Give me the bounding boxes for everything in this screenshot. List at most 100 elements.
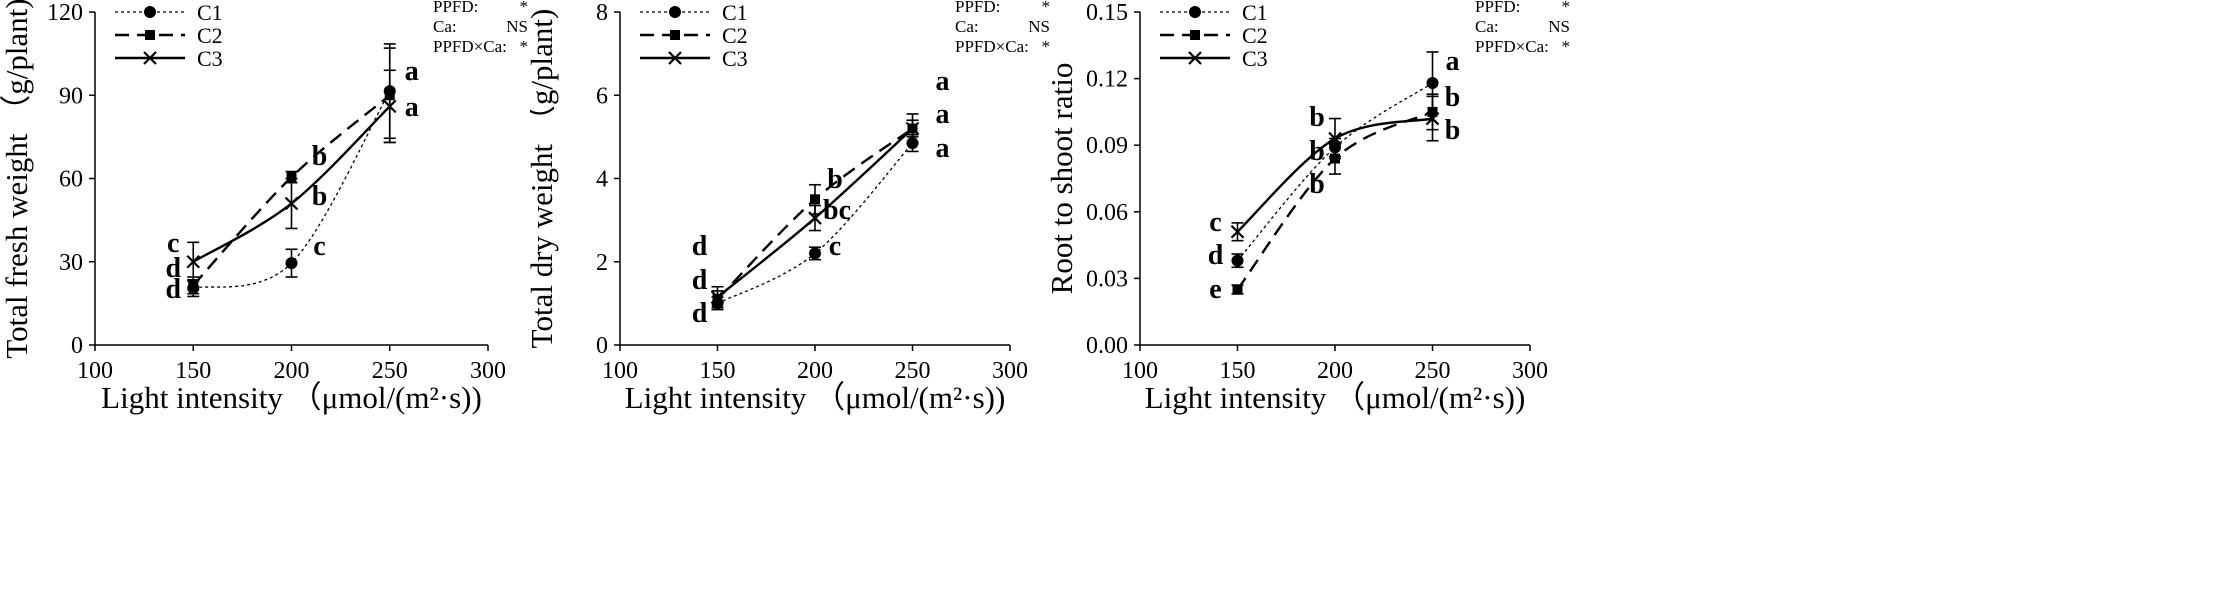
legend-marker-c1 bbox=[1189, 6, 1201, 18]
legend-marker-c2 bbox=[145, 30, 155, 40]
x-tick-label: 250 bbox=[1415, 358, 1451, 384]
y-tick-label: 120 bbox=[47, 0, 83, 26]
x-tick-label: 150 bbox=[175, 358, 211, 384]
stat-label: PPFD: bbox=[1475, 0, 1520, 16]
legend-marker-c3 bbox=[143, 51, 157, 65]
data-point-c3 bbox=[808, 211, 822, 225]
legend-label-c1: C1 bbox=[722, 0, 748, 25]
significance-letter-c3: a bbox=[936, 66, 950, 97]
legend-label-c2: C2 bbox=[197, 23, 223, 48]
stat-label: PPFD: bbox=[955, 0, 1000, 16]
x-tick-label: 250 bbox=[895, 358, 931, 384]
x-tick-label: 100 bbox=[602, 358, 638, 384]
significance-letter-c1: a bbox=[1446, 46, 1460, 77]
stat-label: PPFD×Ca: bbox=[955, 37, 1029, 56]
significance-letter-c1: a bbox=[405, 56, 419, 87]
stat-value: * bbox=[1042, 37, 1051, 56]
stat-value: * bbox=[520, 37, 529, 56]
stat-value: NS bbox=[1548, 17, 1570, 36]
data-point-c1 bbox=[1426, 77, 1439, 90]
data-point-c1 bbox=[285, 257, 298, 270]
data-point-c2 bbox=[286, 172, 297, 183]
data-point-c3 bbox=[382, 99, 397, 114]
data-point-c3 bbox=[1328, 131, 1342, 146]
y-tick-label: 0.15 bbox=[1086, 0, 1128, 26]
y-tick-label: 0 bbox=[71, 333, 83, 359]
stat-value: * bbox=[1562, 37, 1571, 56]
significance-letter-c2: e bbox=[1209, 274, 1221, 305]
panel-dry-weight: 0 2 4 6 8 100 150 200 250 300 Light intensity （μmo… bbox=[530, 0, 1050, 590]
x-axis-label: Light intensity （μmol/(m²·s)) bbox=[101, 380, 482, 415]
significance-letter-c1: a bbox=[936, 133, 950, 164]
x-axis-label: Light intensity （μmol/(m²·s)) bbox=[625, 380, 1006, 415]
series-line-c1 bbox=[193, 90, 391, 289]
stat-label: Ca: bbox=[433, 17, 457, 36]
x-tick-label: 250 bbox=[372, 358, 408, 384]
panel-root-shoot-ratio: 0.00 0.03 0.06 0.09 0.12 0.15 100 150 200 250 300 L… bbox=[1050, 0, 1570, 590]
y-tick-label: 0.12 bbox=[1086, 67, 1128, 93]
significance-letter-c3: bc bbox=[823, 195, 851, 226]
x-tick-label: 200 bbox=[797, 358, 833, 384]
significance-letter-c2: b bbox=[312, 141, 328, 172]
y-axis-label: Total dry weight （g/plant) bbox=[530, 9, 559, 349]
y-axis-label: Total fresh weight （g/plant) bbox=[0, 0, 34, 359]
data-point-c3 bbox=[905, 121, 920, 136]
significance-letter-c3: b bbox=[1445, 115, 1461, 146]
data-point-c3 bbox=[710, 290, 725, 304]
significance-letter-c2: d bbox=[692, 265, 708, 296]
data-point-c3 bbox=[186, 254, 201, 269]
x-tick-label: 200 bbox=[1317, 358, 1353, 384]
panel-fresh-weight: 0 30 60 90 120 100 150 200 250 300 Light intensity… bbox=[0, 0, 560, 590]
data-point-c2 bbox=[188, 280, 199, 291]
legend-label-c2: C2 bbox=[1242, 23, 1268, 48]
significance-letter-c3: c bbox=[167, 228, 179, 259]
data-point-c1 bbox=[1231, 254, 1244, 267]
significance-letter-c3: d bbox=[692, 231, 708, 262]
y-tick-label: 30 bbox=[59, 250, 83, 276]
stat-label: Ca: bbox=[1475, 17, 1499, 36]
y-tick-label: 8 bbox=[596, 0, 608, 26]
y-tick-label: 4 bbox=[596, 167, 608, 193]
significance-letter-c2: a bbox=[936, 99, 950, 130]
series-line-c1 bbox=[1237, 82, 1433, 262]
significance-letter-c2: b bbox=[1445, 82, 1461, 113]
stat-value: * bbox=[1042, 0, 1051, 16]
series-line-c2 bbox=[192, 94, 391, 287]
stat-value: * bbox=[520, 0, 529, 16]
legend-marker-c2 bbox=[1190, 30, 1200, 40]
legend-marker-c1 bbox=[669, 6, 681, 18]
significance-letter-c1: c bbox=[829, 231, 841, 262]
legend-marker-c3 bbox=[1188, 51, 1202, 65]
data-point-c1 bbox=[809, 247, 821, 260]
significance-letter-c3: b bbox=[312, 181, 328, 212]
data-point-c3 bbox=[284, 196, 299, 211]
y-tick-label: 0.09 bbox=[1086, 133, 1128, 159]
legend-marker-c1 bbox=[144, 6, 156, 18]
significance-letter-c2: a bbox=[405, 56, 419, 87]
stat-value: * bbox=[1562, 0, 1571, 16]
significance-letter-c1: d bbox=[692, 298, 708, 329]
legend-label-c3: C3 bbox=[1242, 46, 1268, 71]
significance-letter-c2: b bbox=[1309, 169, 1325, 200]
significance-letter-c2: d bbox=[165, 253, 181, 284]
significance-letter-c3: a bbox=[405, 92, 419, 123]
data-point-c3 bbox=[1230, 225, 1245, 239]
x-tick-label: 100 bbox=[1122, 358, 1158, 384]
significance-letter-c1: d bbox=[165, 274, 181, 305]
x-tick-label: 150 bbox=[700, 358, 736, 384]
y-tick-label: 90 bbox=[59, 83, 83, 109]
significance-letter-c3: b bbox=[1309, 102, 1325, 133]
legend-marker-c3 bbox=[668, 51, 682, 65]
x-tick-label: 150 bbox=[1220, 358, 1256, 384]
x-tick-label: 100 bbox=[77, 358, 113, 384]
legend-label-c1: C1 bbox=[197, 0, 223, 25]
y-tick-label: 0.06 bbox=[1086, 200, 1128, 226]
x-tick-label: 300 bbox=[470, 358, 506, 384]
x-tick-label: 300 bbox=[992, 358, 1028, 384]
y-tick-label: 0.00 bbox=[1086, 333, 1128, 359]
stat-label: PPFD×Ca: bbox=[1475, 37, 1549, 56]
y-tick-label: 0 bbox=[596, 333, 608, 359]
